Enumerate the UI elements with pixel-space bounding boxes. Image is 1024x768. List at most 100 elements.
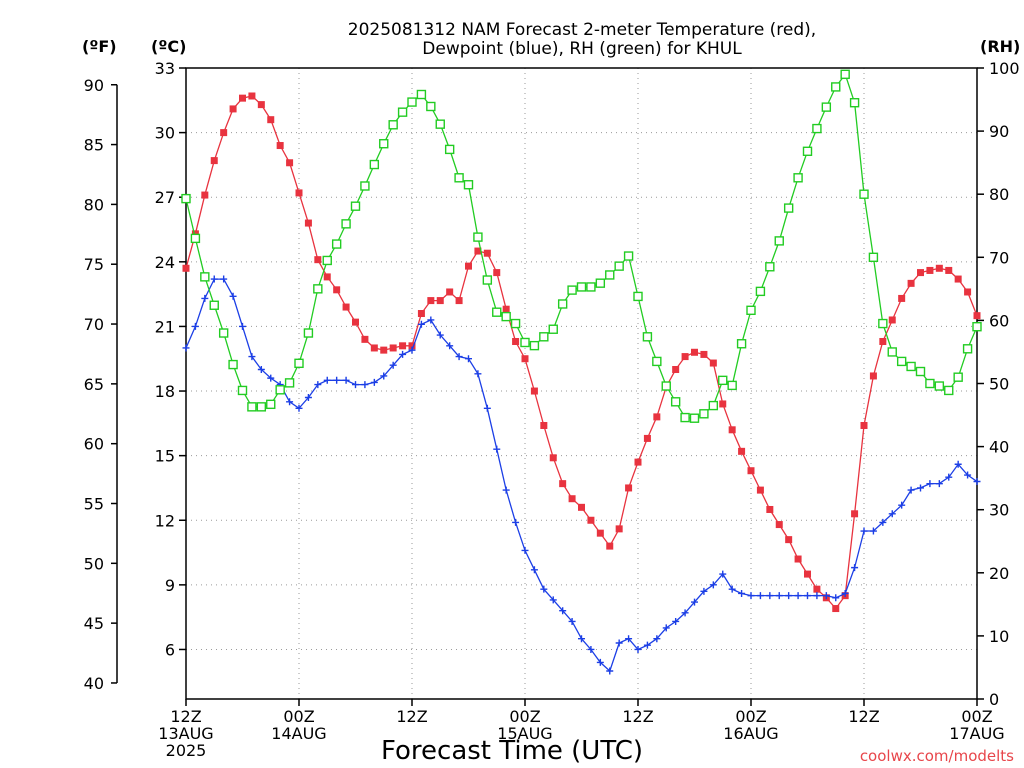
dewpoint-point bbox=[455, 353, 463, 361]
temperature-point bbox=[794, 555, 802, 563]
dewpoint-point bbox=[229, 292, 237, 300]
rh-point bbox=[906, 361, 916, 372]
celsius-tick-label: 27 bbox=[155, 188, 175, 207]
temperature-point bbox=[851, 510, 859, 518]
series-layer bbox=[181, 69, 982, 675]
dewpoint-point bbox=[898, 501, 906, 509]
rh-point bbox=[510, 318, 521, 329]
dewpoint-point bbox=[964, 471, 972, 479]
fahrenheit-tick-label: 40 bbox=[84, 674, 104, 693]
rh-axis: 0 10 20 30 40 50 60 70 80 90 100 bbox=[977, 59, 1020, 709]
temperature-point bbox=[888, 316, 896, 324]
rh-point bbox=[407, 97, 417, 107]
time-tick-label: 15AUG bbox=[497, 724, 552, 743]
temperature-point bbox=[229, 105, 237, 113]
temperature-point bbox=[898, 294, 906, 302]
dewpoint-point bbox=[540, 585, 548, 593]
rh-point bbox=[793, 173, 803, 183]
rh-point bbox=[868, 252, 879, 263]
rh-point bbox=[284, 378, 295, 388]
temperature-point bbox=[973, 312, 981, 320]
dewpoint-point bbox=[530, 566, 538, 574]
temperature-point bbox=[917, 269, 924, 277]
dewpoint-series bbox=[182, 275, 981, 675]
rh-point bbox=[661, 381, 671, 391]
temperature-point bbox=[709, 359, 717, 367]
rh-series bbox=[181, 69, 982, 423]
time-tick-label: 13AUG bbox=[158, 724, 213, 743]
temperature-point bbox=[239, 94, 246, 102]
rh-tick-label: 40 bbox=[989, 438, 1009, 457]
dewpoint-point bbox=[436, 331, 444, 339]
temperature-point bbox=[465, 262, 472, 270]
temperature-point bbox=[182, 264, 190, 272]
rh-point bbox=[539, 332, 549, 342]
chart-title-line-1: 2025081312 NAM Forecast 2-meter Temperat… bbox=[348, 20, 816, 40]
rh-point bbox=[670, 397, 681, 407]
dewpoint-point bbox=[587, 645, 595, 653]
dewpoint-point bbox=[672, 617, 680, 625]
rh-point bbox=[774, 236, 784, 246]
temperature-point bbox=[869, 372, 877, 380]
dewpoint-point bbox=[813, 592, 821, 600]
fahrenheit-tick-label: 70 bbox=[84, 315, 104, 334]
rh-point bbox=[416, 89, 427, 100]
rh-point bbox=[812, 123, 822, 134]
temperature-point bbox=[634, 458, 642, 466]
temperature-point bbox=[643, 434, 651, 442]
rh-tick-label: 20 bbox=[989, 564, 1009, 583]
time-tick-label: 00Z bbox=[735, 707, 766, 726]
dewpoint-point bbox=[700, 587, 708, 595]
dewpoint-point bbox=[719, 570, 727, 578]
dewpoint-point bbox=[248, 353, 256, 361]
dewpoint-point bbox=[267, 374, 275, 382]
dewpoint-point bbox=[474, 370, 482, 378]
time-tick-label: 12Z bbox=[396, 707, 427, 726]
dewpoint-point bbox=[662, 624, 670, 632]
rh-point bbox=[859, 189, 869, 199]
temperature-point bbox=[436, 297, 444, 305]
dewpoint-point bbox=[851, 564, 859, 572]
dewpoint-point bbox=[314, 381, 322, 389]
temperature-point bbox=[719, 400, 727, 408]
plot-frame bbox=[185, 67, 978, 700]
dewpoint-point bbox=[512, 518, 520, 526]
time-tick-label: 12Z bbox=[170, 707, 201, 726]
dewpoint-point bbox=[747, 592, 755, 600]
temperature-point bbox=[756, 486, 764, 494]
rh-point bbox=[341, 219, 351, 229]
temperature-line bbox=[185, 95, 978, 610]
dewpoint-point bbox=[549, 596, 557, 604]
rh-point bbox=[322, 255, 332, 266]
temperature-point bbox=[578, 503, 585, 511]
rh-point bbox=[331, 239, 342, 249]
dewpoint-point bbox=[399, 350, 407, 358]
rh-point bbox=[755, 286, 766, 297]
temperature-point bbox=[427, 297, 435, 305]
rh-point bbox=[379, 139, 389, 149]
celsius-axis: 6 9 12 15 18 21 24 27 30 33 bbox=[155, 59, 186, 659]
dewpoint-point bbox=[389, 361, 397, 369]
dewpoint-point bbox=[822, 592, 830, 600]
rh-tick-label: 50 bbox=[989, 375, 1009, 394]
temperature-point bbox=[286, 159, 294, 167]
rh-point bbox=[520, 337, 530, 348]
dewpoint-point bbox=[446, 342, 454, 350]
temperature-point bbox=[455, 297, 463, 305]
dewpoint-point bbox=[304, 393, 312, 401]
temperature-point bbox=[361, 335, 369, 343]
rh-point bbox=[605, 270, 615, 280]
dewpoint-point bbox=[559, 607, 567, 615]
rh-point bbox=[256, 402, 267, 412]
dewpoint-point bbox=[738, 589, 746, 597]
temperature-point bbox=[747, 467, 755, 475]
temperature-point bbox=[653, 413, 661, 421]
dewpoint-point bbox=[201, 294, 209, 302]
temperature-point bbox=[954, 275, 962, 283]
temperature-point bbox=[832, 605, 840, 613]
rh-point bbox=[190, 233, 201, 244]
dewpoint-point bbox=[286, 398, 294, 406]
temperature-point bbox=[775, 521, 783, 529]
dewpoint-point bbox=[220, 275, 228, 283]
